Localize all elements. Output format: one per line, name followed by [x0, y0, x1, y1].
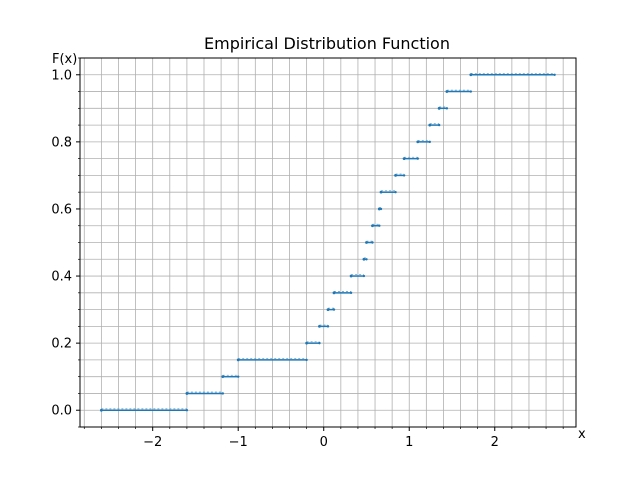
step-start-point: [402, 157, 406, 161]
step-end-point: [365, 258, 368, 261]
step-end-point: [326, 325, 330, 328]
step-start-point: [416, 140, 420, 144]
step-end-point: [402, 174, 406, 177]
step-end-point: [469, 90, 473, 93]
step-start-point: [377, 207, 381, 211]
step-start-point: [437, 106, 441, 110]
step-end-point: [185, 409, 189, 412]
step-end-point: [428, 140, 431, 144]
x-tick-label: 2: [491, 435, 499, 450]
step-start-point: [305, 341, 309, 345]
step-end-point: [378, 224, 381, 227]
chart-title: Empirical Distribution Function: [204, 34, 450, 53]
y-tick-label: 0.8: [51, 135, 72, 150]
step-end-point: [394, 190, 397, 194]
step-series: [99, 72, 556, 412]
x-tick-label: 0: [320, 435, 328, 450]
step-end-point: [237, 375, 240, 378]
step-start-point: [365, 241, 368, 244]
step-start-point: [99, 408, 103, 412]
step-start-point: [428, 123, 432, 127]
y-tick-label: 0.4: [51, 270, 72, 285]
step-end-point: [318, 341, 321, 345]
step-end-point: [553, 73, 556, 76]
step-end-point: [416, 157, 419, 160]
x-tick-label: −1: [229, 435, 248, 450]
x-tick-label: 1: [405, 435, 413, 450]
step-end-point: [445, 107, 449, 110]
step-start-point: [318, 324, 321, 328]
y-tick-label: 0.6: [51, 202, 72, 217]
step-start-point: [469, 73, 473, 77]
x-tick-label: −2: [143, 435, 162, 450]
step-end-point: [221, 392, 225, 395]
y-tick-label: 1.0: [51, 68, 72, 83]
step-start-point: [371, 224, 374, 228]
step-start-point: [394, 174, 397, 177]
step-start-point: [221, 375, 225, 379]
step-end-point: [305, 358, 308, 362]
y-tick-label: 0.0: [51, 404, 72, 419]
y-axis-label: F(x): [52, 52, 77, 67]
step-start-point: [379, 190, 383, 194]
grid: [80, 57, 576, 428]
step-start-point: [349, 274, 353, 278]
step-start-point: [362, 257, 366, 261]
step-start-point: [332, 291, 336, 295]
step-end-point: [371, 241, 374, 244]
step-end-point: [379, 207, 383, 211]
step-end-point: [332, 308, 336, 311]
step-end-point: [437, 123, 441, 127]
y-tick-label: 0.2: [51, 337, 72, 352]
step-start-point: [236, 358, 240, 362]
step-start-point: [326, 308, 330, 311]
step-end-point: [362, 274, 366, 278]
step-start-point: [185, 392, 189, 395]
step-start-point: [445, 90, 449, 93]
step-end-point: [349, 291, 353, 295]
x-axis-label: x: [578, 427, 586, 442]
axis-ticks: −2 −1 0 1 2 0.0 0.2 0.4 0.6 0.8 1.0: [51, 57, 564, 450]
